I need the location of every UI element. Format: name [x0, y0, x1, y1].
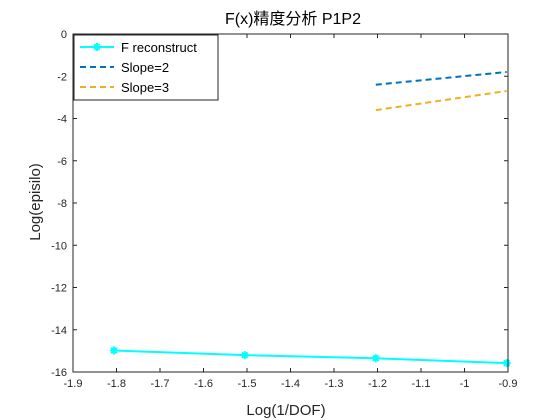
x-tick-label: -1.7 [151, 378, 170, 390]
x-tick-label: -1.5 [238, 378, 257, 390]
y-tick-label: -4 [57, 114, 67, 126]
y-tick-label: -16 [51, 367, 67, 379]
data-point [109, 346, 118, 355]
legend-label: F reconstruct [121, 40, 197, 55]
y-tick-label: -6 [57, 156, 67, 168]
legend-entry: Slope=3 [80, 80, 169, 95]
y-tick-label: -8 [57, 198, 67, 210]
legend-entry: F reconstruct [80, 40, 197, 55]
y-tick-label: -14 [51, 325, 67, 337]
y-tick-label: -2 [57, 71, 67, 83]
y-tick-label: -12 [51, 283, 67, 295]
x-tick-label: -1.4 [281, 378, 300, 390]
y-tick-label: -10 [51, 240, 67, 252]
legend-label: Slope=2 [121, 60, 169, 75]
x-tick-label: -1.6 [194, 378, 213, 390]
x-tick-label: -1.2 [368, 378, 387, 390]
legend-label: Slope=3 [121, 80, 169, 95]
y-tick-label: 0 [61, 29, 67, 41]
legend-entry: Slope=2 [80, 60, 169, 75]
data-point [502, 359, 511, 368]
series-slope-3 [375, 90, 507, 112]
chart-title: F(x)精度分析 P1P2 [225, 10, 361, 28]
x-tick-label: -1.1 [412, 378, 431, 390]
x-tick-label: -1.8 [107, 378, 126, 390]
series-layer [109, 71, 511, 368]
data-point [371, 354, 380, 363]
x-tick-label: -1.3 [325, 378, 344, 390]
series-f-reconstruct [109, 346, 511, 368]
legend: F reconstruct Slope=2 Slope=3 [73, 34, 219, 101]
x-tick-label: -1 [460, 378, 470, 390]
data-point [240, 351, 249, 360]
y-axis-label: Log(episilo) [27, 163, 44, 241]
series-line [113, 349, 507, 365]
x-axis-label: Log(1/DOF) [246, 402, 325, 419]
series-line [375, 90, 507, 112]
axes-layer: -1.9 -1.8 -1.7 -1.6 -1.5 -1.4 -1.3 -1.2 -1.1 -1 -0… [51, 29, 517, 390]
x-tick-label: -0.9 [499, 378, 518, 390]
series-slope-2 [375, 71, 507, 86]
x-tick-label: -1.9 [64, 378, 83, 390]
series-line [375, 71, 507, 86]
